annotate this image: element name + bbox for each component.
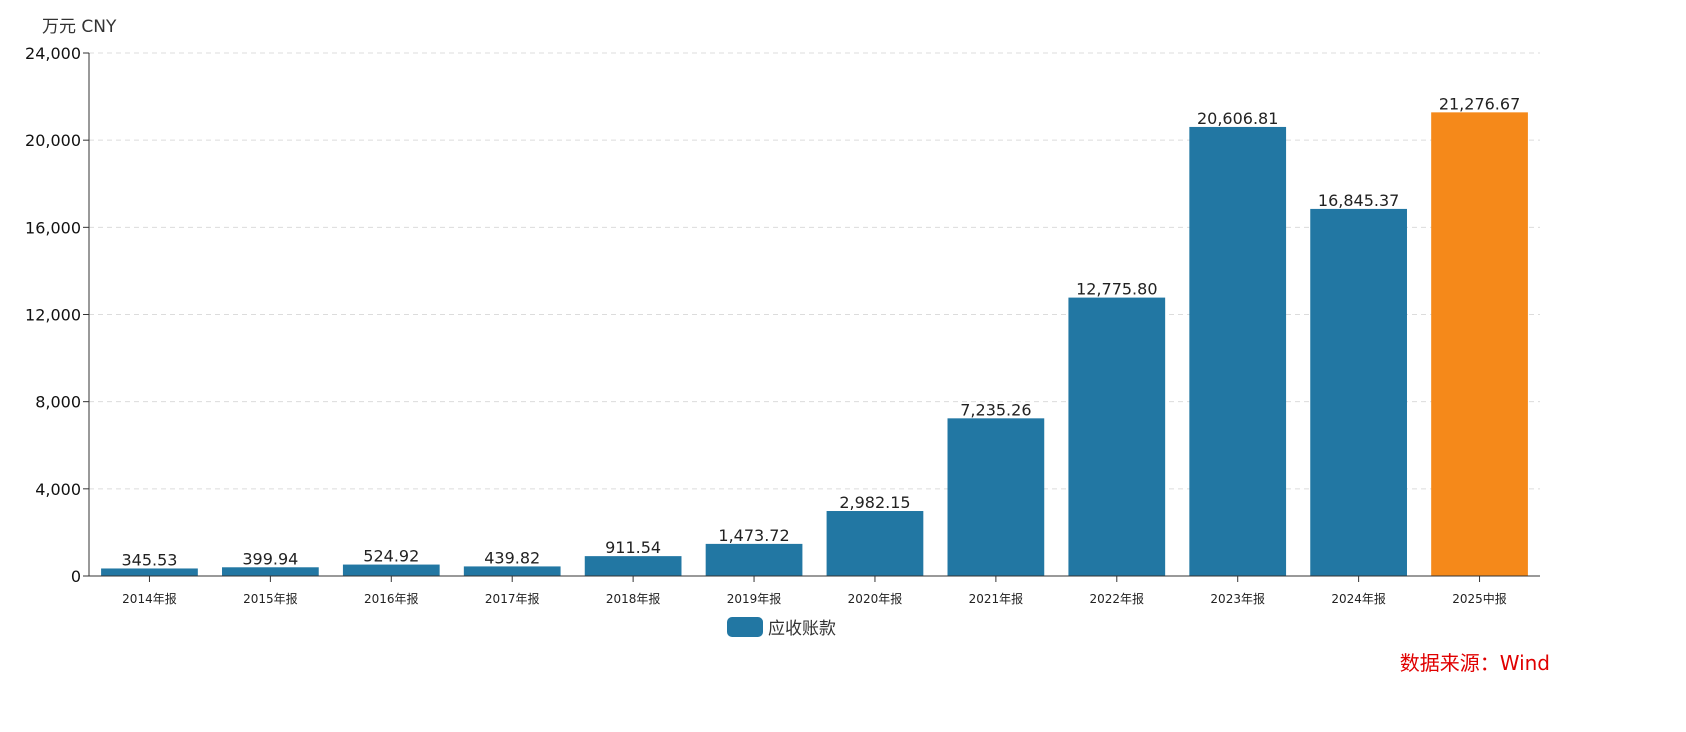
- bar: [463, 566, 561, 576]
- bar: [101, 568, 198, 576]
- x-tick-label: 2014年报: [122, 591, 177, 606]
- data-source-label: 数据来源：Wind: [1399, 651, 1550, 675]
- bar: [826, 511, 924, 576]
- bar: [1310, 208, 1407, 576]
- bar: [1189, 126, 1287, 576]
- x-tick-label: 2017年报: [485, 591, 540, 606]
- data-label: 2,982.15: [839, 493, 910, 512]
- data-label: 524.92: [363, 547, 419, 566]
- x-tick-label: 2025中报: [1452, 591, 1507, 606]
- x-tick-label: 2016年报: [364, 591, 419, 606]
- y-tick-label: 0: [71, 567, 81, 586]
- x-tick-label: 2015年报: [243, 591, 298, 606]
- x-tick-label: 2018年报: [606, 591, 661, 606]
- legend-label: 应收账款: [768, 619, 836, 639]
- data-label: 1,473.72: [718, 526, 789, 545]
- data-label: 21,276.67: [1439, 94, 1520, 113]
- data-label: 911.54: [605, 538, 661, 557]
- bar: [705, 543, 803, 576]
- bar: [947, 418, 1045, 576]
- data-label: 399.94: [242, 549, 298, 568]
- x-tick-label: 2019年报: [727, 591, 782, 606]
- data-label: 439.82: [484, 548, 540, 567]
- data-label: 20,606.81: [1197, 109, 1278, 128]
- bar: [222, 567, 319, 576]
- x-tick-label: 2023年报: [1210, 591, 1265, 606]
- legend-swatch: [727, 617, 763, 637]
- y-tick-label: 24,000: [25, 44, 81, 63]
- bar: [1431, 112, 1528, 577]
- data-label: 12,775.80: [1076, 280, 1157, 299]
- bar: [1068, 297, 1166, 576]
- x-tick-label: 2020年报: [848, 591, 903, 606]
- y-axis-unit-label: 万元 CNY: [42, 17, 117, 37]
- x-tick-label: 2021年报: [969, 591, 1024, 606]
- data-label: 16,845.37: [1318, 191, 1399, 210]
- x-tick-label: 2024年报: [1331, 591, 1386, 606]
- y-tick-label: 8,000: [35, 393, 81, 412]
- y-tick-label: 4,000: [35, 480, 81, 499]
- y-tick-label: 16,000: [25, 218, 81, 237]
- data-label: 345.53: [121, 550, 177, 569]
- y-tick-label: 12,000: [25, 306, 81, 325]
- bar: [584, 556, 682, 576]
- x-tick-label: 2022年报: [1090, 591, 1145, 606]
- y-tick-label: 20,000: [25, 131, 81, 150]
- bar: [342, 564, 440, 576]
- data-label: 7,235.26: [960, 400, 1031, 419]
